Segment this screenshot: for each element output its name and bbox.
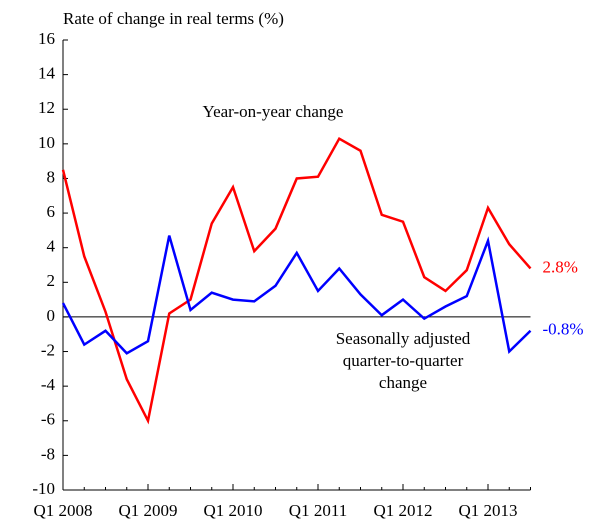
y-tick-label: 6 [47,202,56,221]
x-tick-label: Q1 2008 [33,501,92,520]
y-tick-label: -4 [41,375,56,394]
series-annotation: Year-on-year change [203,102,344,121]
y-tick-label: 4 [47,237,56,256]
annotation-line: Seasonally adjusted [336,329,471,348]
y-tick-label: -8 [41,444,55,463]
y-tick-label: 12 [38,98,55,117]
x-tick-label: Q1 2011 [289,501,347,520]
y-tick-label: -2 [41,340,55,359]
value-label: 2.8% [543,257,578,276]
y-tick-label: 8 [47,167,56,186]
y-tick-label: -10 [32,479,55,498]
series-line [61,235,532,355]
y-axis-label: Rate of change in real terms (%) [63,9,284,28]
value-label: -0.8% [543,320,584,339]
y-tick-label: 14 [38,64,56,83]
annotation-line: change [379,373,427,392]
y-tick-label: 16 [38,29,55,48]
x-tick-label: Q1 2012 [373,501,432,520]
y-tick-label: 2 [47,271,56,290]
x-tick-label: Q1 2013 [458,501,517,520]
y-tick-label: 0 [47,306,56,325]
annotation-line: quarter-to-quarter [343,351,464,370]
y-tick-label: 10 [38,133,55,152]
y-tick-label: -6 [41,410,55,429]
series-line [61,136,532,425]
x-tick-label: Q1 2009 [118,501,177,520]
x-tick-label: Q1 2010 [203,501,262,520]
series-annotation: Seasonally adjusted quarter-to-quarter cha… [336,329,471,392]
